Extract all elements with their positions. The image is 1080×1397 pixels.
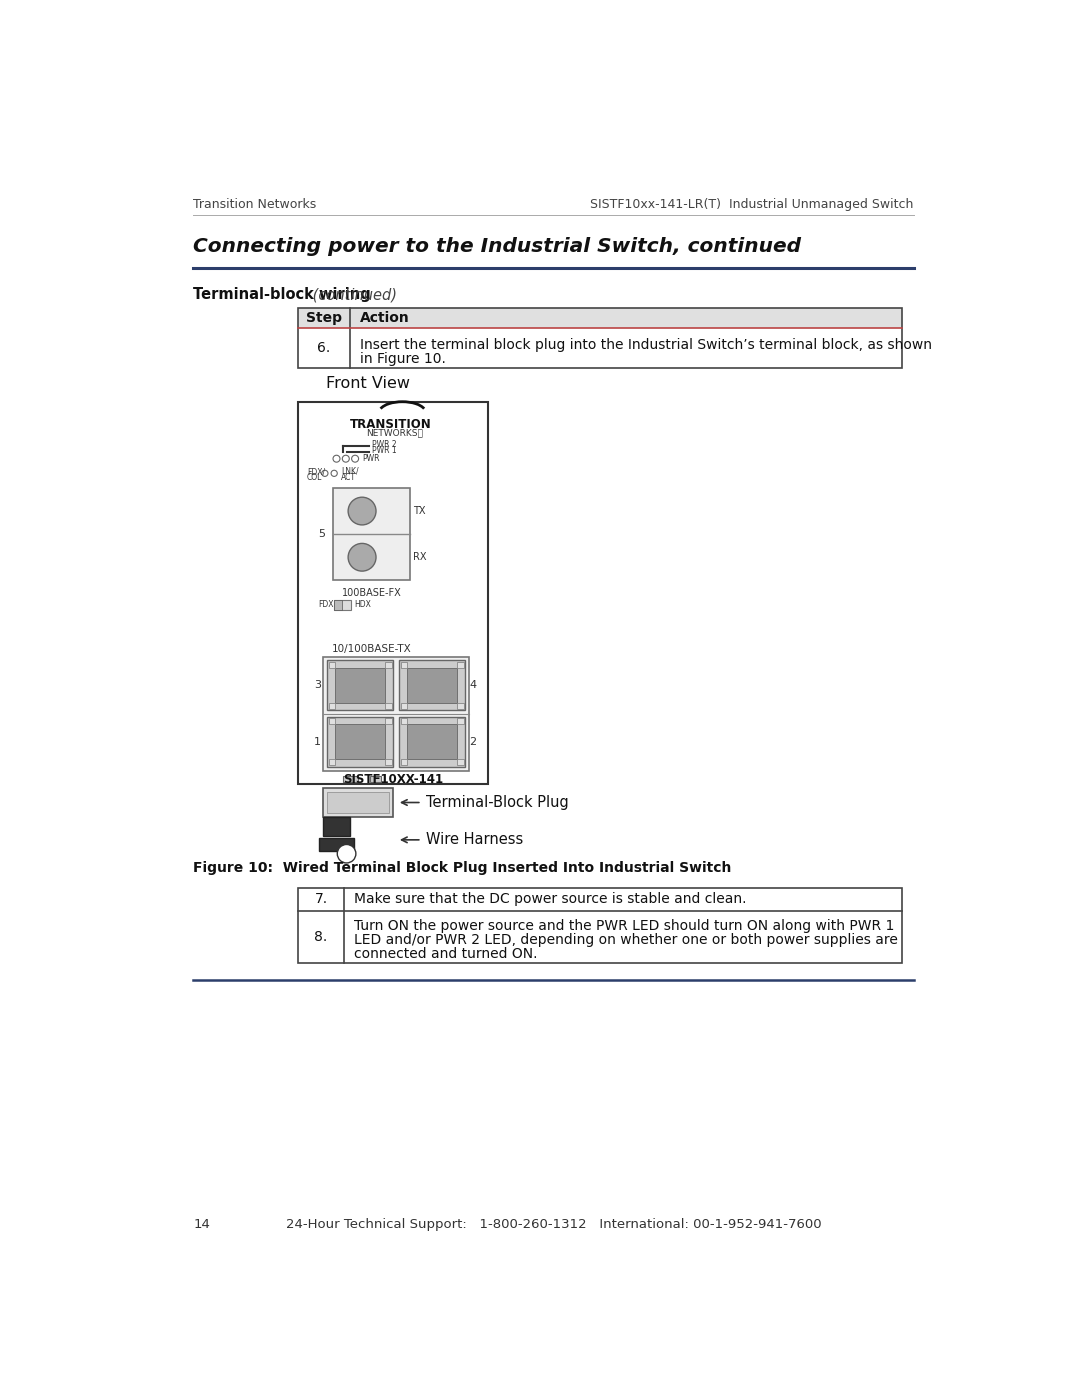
Circle shape xyxy=(332,471,337,476)
Bar xyxy=(369,775,381,782)
Text: FDX/: FDX/ xyxy=(307,467,325,476)
Text: Wire Harness: Wire Harness xyxy=(426,833,523,848)
Text: LNK/: LNK/ xyxy=(341,467,359,475)
Text: 100BASE-FX: 100BASE-FX xyxy=(341,588,402,598)
Circle shape xyxy=(333,455,340,462)
Text: (continued): (continued) xyxy=(308,288,396,302)
Text: NETWORKS⸻: NETWORKS⸻ xyxy=(366,427,423,437)
Text: 7.: 7. xyxy=(314,893,327,907)
Text: HDX: HDX xyxy=(354,599,372,609)
Bar xyxy=(328,759,335,766)
Bar xyxy=(328,703,335,708)
Text: 3: 3 xyxy=(314,680,321,690)
Text: FDX: FDX xyxy=(319,599,334,609)
Bar xyxy=(458,703,463,708)
Bar xyxy=(298,402,488,784)
Text: PWR: PWR xyxy=(362,454,379,464)
Text: TRANSITION: TRANSITION xyxy=(350,418,432,430)
Text: SISTF10XX-141: SISTF10XX-141 xyxy=(342,774,443,787)
Text: in Figure 10.: in Figure 10. xyxy=(360,352,446,366)
Bar xyxy=(458,662,463,668)
Bar xyxy=(407,725,458,759)
Bar xyxy=(334,601,351,609)
Bar xyxy=(323,657,469,771)
Text: Front View: Front View xyxy=(325,376,409,391)
Text: Turn ON the power source and the PWR LED should turn ON along with PWR 1: Turn ON the power source and the PWR LED… xyxy=(353,919,894,933)
Text: ACT: ACT xyxy=(341,472,356,482)
Text: LED and/or PWR 2 LED, depending on whether one or both power supplies are: LED and/or PWR 2 LED, depending on wheth… xyxy=(353,933,897,947)
Bar xyxy=(401,703,407,708)
Bar xyxy=(327,661,393,711)
Bar xyxy=(400,717,465,767)
Circle shape xyxy=(348,543,376,571)
Text: Make sure that the DC power source is stable and clean.: Make sure that the DC power source is st… xyxy=(353,893,746,907)
Bar xyxy=(320,838,354,851)
Bar xyxy=(401,759,407,766)
Bar xyxy=(401,718,407,725)
Bar xyxy=(401,662,407,668)
Text: 1: 1 xyxy=(314,736,321,746)
Text: Insert the terminal block plug into the Industrial Switch’s terminal block, as s: Insert the terminal block plug into the … xyxy=(360,338,932,352)
Circle shape xyxy=(322,471,328,476)
Text: TX: TX xyxy=(414,506,426,515)
Bar xyxy=(327,792,389,813)
Bar xyxy=(335,668,386,703)
Text: 2: 2 xyxy=(469,736,476,746)
Bar xyxy=(323,788,393,817)
Bar xyxy=(458,759,463,766)
Text: Terminal-block wiring: Terminal-block wiring xyxy=(193,288,370,302)
Circle shape xyxy=(348,497,376,525)
Text: 4: 4 xyxy=(469,680,476,690)
Bar xyxy=(386,703,392,708)
Bar xyxy=(386,662,392,668)
Bar xyxy=(333,488,410,580)
Bar xyxy=(328,718,335,725)
Bar xyxy=(407,668,458,703)
Bar xyxy=(335,725,386,759)
Bar xyxy=(342,775,359,782)
Circle shape xyxy=(352,455,359,462)
Text: PWR 1: PWR 1 xyxy=(373,446,396,455)
Text: Transition Networks: Transition Networks xyxy=(193,198,316,211)
Text: 10/100BASE-TX: 10/100BASE-TX xyxy=(332,644,411,654)
Text: connected and turned ON.: connected and turned ON. xyxy=(353,947,537,961)
Text: RX: RX xyxy=(414,552,427,562)
Bar xyxy=(386,718,392,725)
Bar xyxy=(298,887,902,963)
Bar xyxy=(458,718,463,725)
Text: Terminal-Block Plug: Terminal-Block Plug xyxy=(426,795,568,810)
Text: SISTF10xx-141-LR(T)  Industrial Unmanaged Switch: SISTF10xx-141-LR(T) Industrial Unmanaged… xyxy=(591,198,914,211)
Text: Figure 10:  Wired Terminal Block Plug Inserted Into Industrial Switch: Figure 10: Wired Terminal Block Plug Ins… xyxy=(193,862,731,876)
Circle shape xyxy=(337,844,356,863)
Text: 8.: 8. xyxy=(314,930,327,944)
Text: COL: COL xyxy=(307,474,323,482)
Text: Connecting power to the Industrial Switch, continued: Connecting power to the Industrial Switc… xyxy=(193,237,801,257)
Text: 6.: 6. xyxy=(318,341,330,355)
Bar xyxy=(386,759,392,766)
Text: 14: 14 xyxy=(193,1218,210,1231)
Text: 5: 5 xyxy=(318,529,325,539)
Text: Action: Action xyxy=(360,310,409,324)
Bar xyxy=(334,601,342,609)
Bar xyxy=(328,662,335,668)
Circle shape xyxy=(342,455,349,462)
Bar xyxy=(327,717,393,767)
Bar xyxy=(400,661,465,711)
Bar xyxy=(298,307,902,328)
Text: Step: Step xyxy=(306,310,342,324)
Bar xyxy=(323,817,350,835)
Text: PWR 2: PWR 2 xyxy=(373,440,396,450)
Text: 24-Hour Technical Support:   1-800-260-1312   International: 00-1-952-941-7600: 24-Hour Technical Support: 1-800-260-131… xyxy=(286,1218,821,1231)
Bar xyxy=(298,307,902,367)
